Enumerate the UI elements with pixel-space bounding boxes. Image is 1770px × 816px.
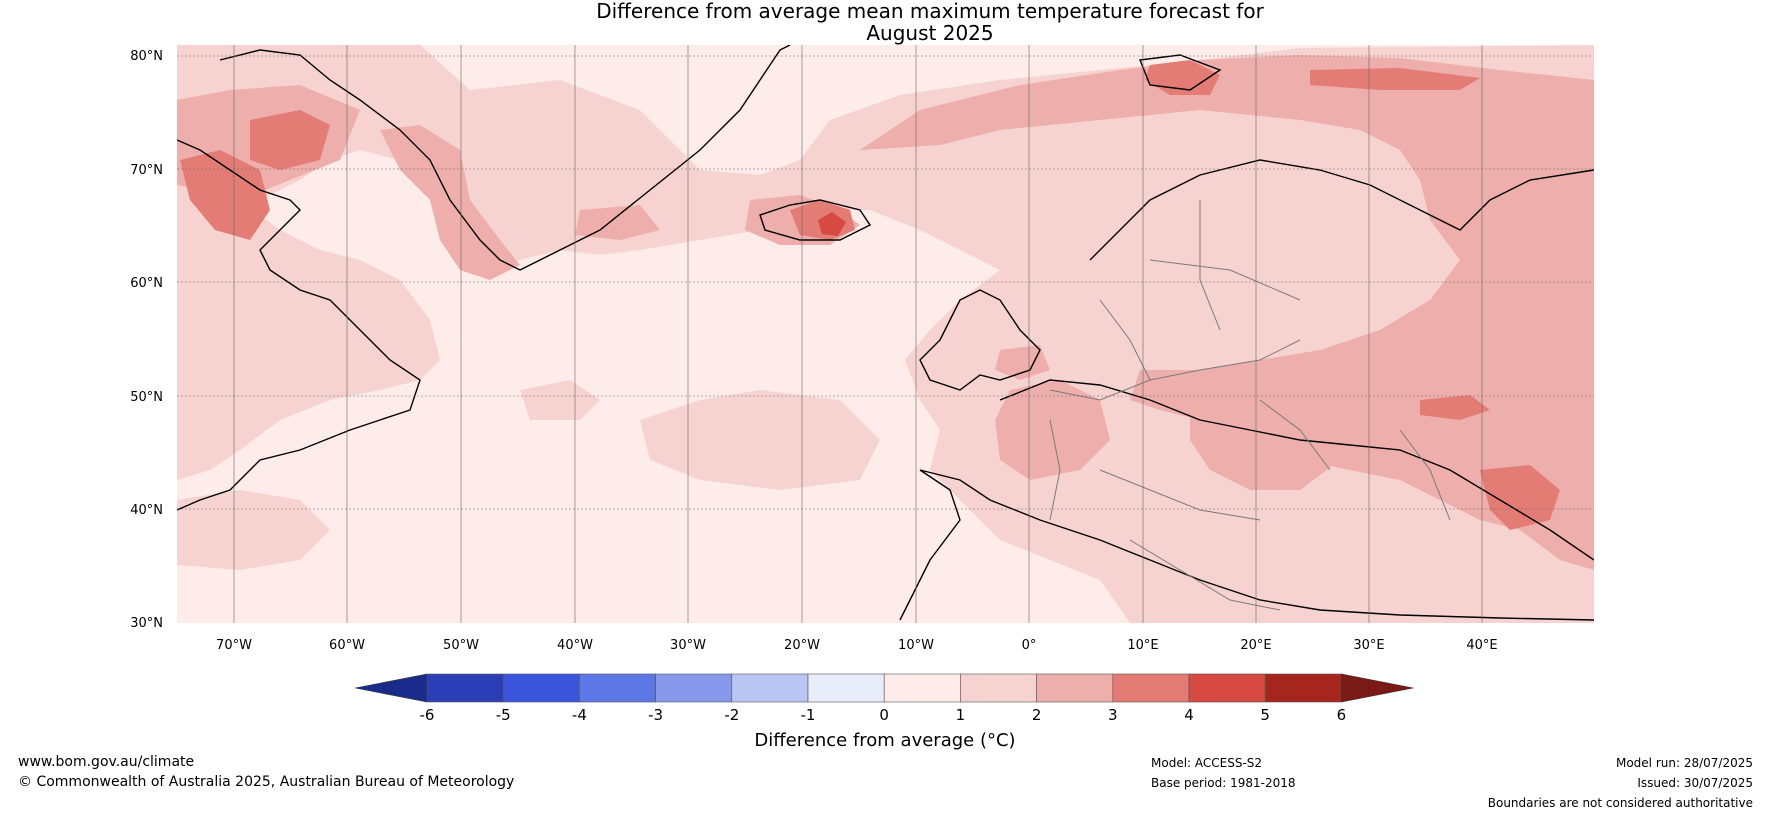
footer-boundaries: Boundaries are not considered authoritat…	[1487, 796, 1753, 810]
colorbar-cell	[1036, 673, 1114, 703]
lat-label: 70°N	[130, 163, 163, 178]
longitude-labels: 70°W 60°W 50°W 40°W 30°W 20°W 10°W 0° 10…	[216, 638, 1498, 653]
colorbar-cell	[960, 673, 1037, 703]
coastlines	[177, 45, 1594, 621]
country-borders	[1049, 200, 1451, 611]
colorbar-cell	[1112, 673, 1190, 703]
footer-issued: Issued: 30/07/2025	[1637, 776, 1753, 790]
lat-label: 30°N	[130, 616, 163, 631]
footer-website: www.bom.gov.au/climate	[18, 754, 195, 770]
lon-label: 0°	[1022, 638, 1037, 653]
colorbar-tick-label: -6	[420, 706, 435, 724]
lat-label: 50°N	[130, 390, 163, 405]
colorbar-cell	[655, 673, 733, 703]
colorbar-tick-label: 5	[1260, 706, 1270, 724]
colorbar-cell	[807, 673, 885, 703]
colorbar-cell	[1188, 673, 1266, 703]
footer-base-period: Base period: 1981-2018	[1151, 776, 1296, 790]
colorbar-tick-label: 4	[1184, 706, 1194, 724]
lon-label: 10°E	[1127, 638, 1158, 653]
colorbar-tick-label: -4	[572, 706, 587, 724]
footer-model-run: Model run: 28/07/2025	[1615, 756, 1753, 770]
colorbar-tick-label: 6	[1337, 706, 1347, 724]
colorbar-cell	[1264, 673, 1342, 703]
colorbar-extend-low	[354, 673, 428, 703]
chart-title-line2: August 2025	[866, 21, 994, 45]
colorbar	[354, 673, 1414, 703]
map-area	[177, 45, 1594, 623]
lon-label: 30°E	[1353, 638, 1384, 653]
colorbar-tick-label: 2	[1032, 706, 1042, 724]
colorbar-ticks: -6 -5 -4 -3 -2 -1 0 1 2 3 4 5 6	[420, 706, 1347, 724]
colorbar-tick-label: -1	[801, 706, 816, 724]
latitude-labels: 80°N 70°N 60°N 50°N 40°N 30°N	[130, 49, 163, 631]
lon-label: 60°W	[329, 638, 365, 653]
colorbar-title: Difference from average (°C)	[754, 730, 1016, 751]
lon-label: 30°W	[670, 638, 706, 653]
anomaly-3-4-regions	[180, 60, 1560, 530]
colorbar-cell	[502, 673, 580, 703]
lon-label: 10°W	[898, 638, 934, 653]
colorbar-cell	[883, 673, 961, 703]
lon-label: 50°W	[443, 638, 479, 653]
colorbar-tick-label: -2	[724, 706, 739, 724]
lat-label: 80°N	[130, 49, 163, 64]
colorbar-tick-label: 3	[1108, 706, 1118, 724]
lon-label: 20°W	[784, 638, 820, 653]
lat-label: 60°N	[130, 276, 163, 291]
lon-label: 20°E	[1240, 638, 1271, 653]
lon-label: 40°E	[1466, 638, 1497, 653]
colorbar-extend-high	[1341, 673, 1414, 703]
colorbar-tick-label: -5	[496, 706, 511, 724]
colorbar-tick-label: 1	[956, 706, 966, 724]
colorbar-tick-label: -3	[648, 706, 663, 724]
footer-copyright: © Commonwealth of Australia 2025, Austra…	[18, 774, 515, 790]
lon-label: 70°W	[216, 638, 252, 653]
chart-title-line1: Difference from average mean maximum tem…	[596, 0, 1264, 23]
colorbar-cell	[579, 673, 656, 703]
gridlines	[177, 45, 1594, 623]
colorbar-cell	[731, 673, 809, 703]
lat-label: 40°N	[130, 503, 163, 518]
footer-model: Model: ACCESS-S2	[1151, 756, 1263, 770]
anomaly-4-5-regions	[818, 212, 846, 236]
colorbar-tick-label: 0	[879, 706, 889, 724]
colorbar-cell	[426, 673, 504, 703]
lon-label: 40°W	[557, 638, 593, 653]
